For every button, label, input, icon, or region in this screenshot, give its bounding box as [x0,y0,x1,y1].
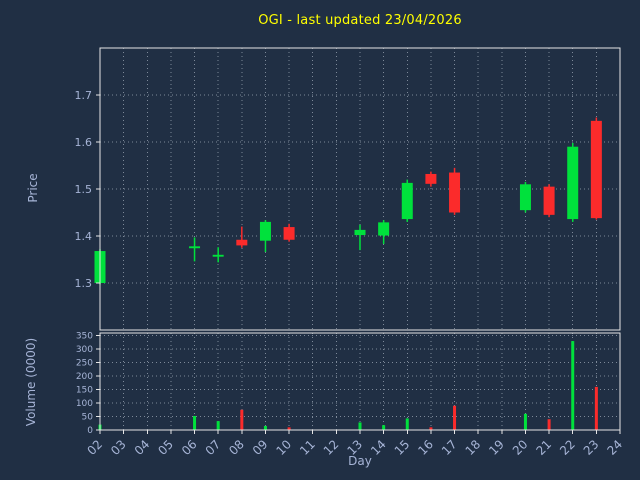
candle-body [449,172,461,213]
candle-body [543,186,555,215]
x-tick-label: 13 [344,437,365,458]
candle-body [519,184,531,211]
x-tick-label: 12 [321,437,342,458]
candle-body [354,229,366,236]
x-tick-label: 21 [534,437,555,458]
x-tick-label: 18 [463,437,484,458]
volume-tick-label: 350 [76,332,93,342]
price-tick-label: 1.5 [75,183,93,196]
candle-body [425,173,437,184]
volume-bar [594,386,598,430]
volume-tick-label: 150 [76,386,93,396]
chart-title: OGI - last updated 23/04/2026 [258,13,462,28]
x-tick-label: 17 [439,437,460,458]
price-tick-label: 1.4 [75,230,93,243]
volume-tick-label: 100 [76,399,93,409]
volume-bar [405,418,409,430]
volume-bar [429,427,433,430]
x-tick-label: 22 [557,437,578,458]
candle-body [189,246,201,249]
x-tick-label: 07 [203,437,224,458]
price-tick-label: 1.7 [75,89,93,102]
volume-bar [547,419,551,430]
price-tick-label: 1.6 [75,136,93,149]
volume-bar [571,341,575,430]
volume-bar [193,415,197,430]
volume-tick-label: 200 [76,372,93,382]
x-tick-label: 03 [108,437,129,458]
volume-bar [287,427,291,430]
x-tick-label: 16 [415,437,436,458]
candle-body [378,222,390,236]
candle-body [259,221,271,241]
volume-bar [240,409,244,430]
candle-body [401,182,413,220]
tick-marks [96,94,621,434]
x-tick-label: 20 [510,437,531,458]
day-axis-label: Day [348,454,372,468]
x-tick-label: 02 [84,437,105,458]
x-tick-label: 11 [297,437,318,458]
x-tick-label: 24 [604,437,625,458]
x-tick-label: 14 [368,437,389,458]
candle-body [590,120,602,219]
volume-tick-label: 300 [76,345,93,355]
grid-layer [99,48,621,430]
price-tick-label: 1.3 [75,277,93,290]
volume-bar [453,405,457,430]
volume-bar [216,421,220,430]
candle-body [236,239,248,246]
x-tick-label: 06 [179,437,200,458]
x-tick-label: 05 [155,437,176,458]
x-tick-label: 15 [392,437,413,458]
candle-body [212,254,224,257]
candle-body [283,227,295,240]
volume-tick-label: 50 [82,413,94,423]
volume-bar [382,425,386,430]
x-tick-label: 19 [486,437,507,458]
volume-tick-label: 250 [76,359,93,369]
x-tick-label: 04 [132,437,153,458]
x-tick-label: 23 [581,437,602,458]
volume-bar [263,425,267,430]
x-tick-label: 09 [250,437,271,458]
volume-bar [523,413,527,430]
tick-labels: 02 03 04 05 06 07 08 09 10 11 12 13 14 15 16 17 18 19 20 21… [75,89,626,458]
candle-body [567,146,579,220]
volume-tick-label: 0 [87,426,93,436]
volume-bar [358,422,362,430]
x-tick-label: 08 [226,437,247,458]
x-tick-label: 10 [274,437,295,458]
